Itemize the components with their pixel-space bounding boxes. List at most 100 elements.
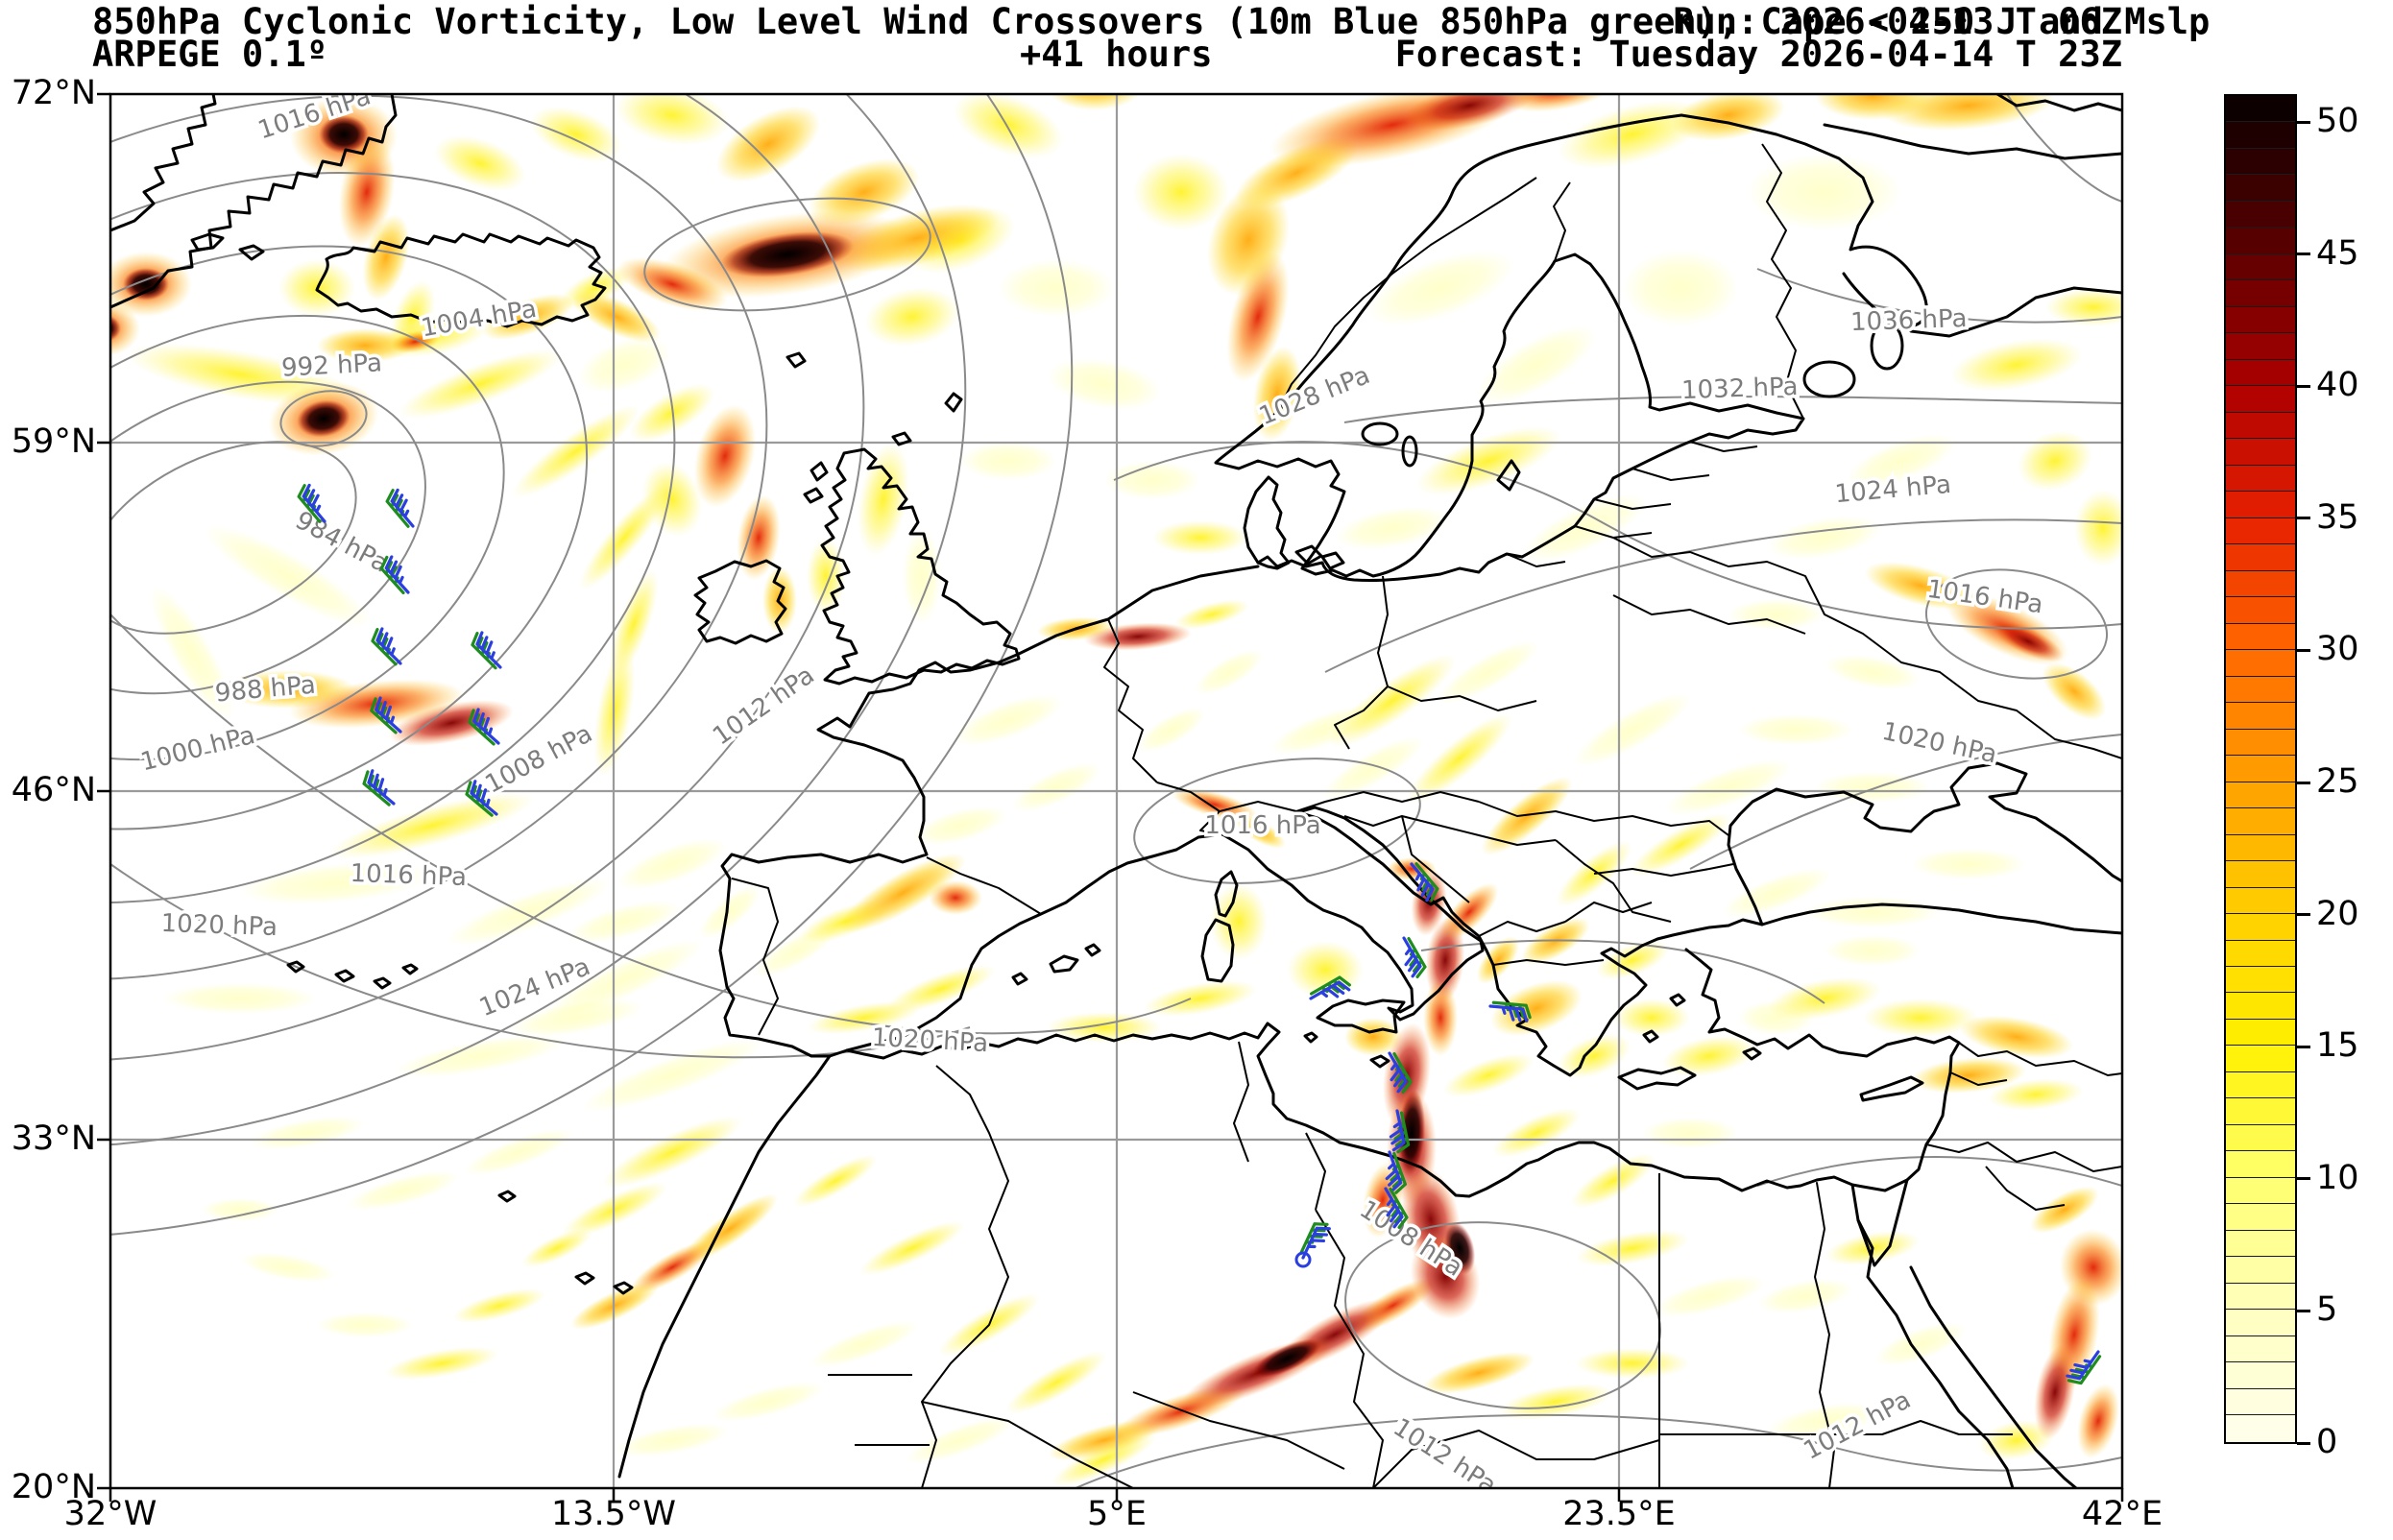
- colorbar-tick-label: 50: [2316, 102, 2359, 140]
- mslp-contour-label: 1020 hPa: [1879, 717, 1999, 770]
- vorticity-blob: [317, 328, 413, 363]
- vorticity-blob: [1415, 425, 1561, 496]
- vorticity-blob: [464, 1128, 573, 1176]
- vorticity-blob: [110, 315, 121, 342]
- vorticity-blob: [2077, 1384, 2119, 1458]
- vorticity-blob: [389, 700, 514, 746]
- vorticity-blob: [123, 268, 169, 301]
- vorticity-blob: [240, 862, 432, 904]
- vorticity-blob: [1664, 758, 1793, 816]
- vorticity-blob: [641, 462, 703, 537]
- vorticity-blob: [512, 404, 641, 498]
- vorticity-blob: [1143, 980, 1258, 1017]
- vorticity-blob: [1438, 639, 1539, 705]
- colorbar-tick-label: 25: [2316, 762, 2359, 801]
- colorbar-segment: [2226, 201, 2295, 229]
- vorticity-blob: [250, 1116, 365, 1150]
- vorticity-blob: [1911, 849, 2026, 879]
- vorticity-blob: [1226, 251, 1290, 383]
- wind-barb-pair: [1410, 862, 1439, 902]
- vorticity-blob: [929, 880, 982, 915]
- colorbar-segment: [2226, 729, 2295, 757]
- vorticity-blob: [578, 336, 670, 394]
- model-label: ARPEGE 0.1º: [92, 34, 328, 75]
- vorticity-blob: [1498, 1384, 1613, 1420]
- wind-barb-pair: [1299, 1222, 1331, 1260]
- colorbar-segment: [2226, 993, 2295, 1020]
- vorticity-blob: [807, 538, 845, 614]
- colorbar-tick-label: 10: [2316, 1158, 2359, 1197]
- vorticity-blob: [390, 330, 440, 353]
- vorticity-blob: [1557, 1033, 1632, 1079]
- wind-barb-pair: [370, 696, 402, 734]
- vorticity-blob: [1481, 777, 1573, 855]
- colorbar-segment: [2226, 122, 2295, 149]
- wind-barb-pair: [371, 627, 402, 666]
- mslp-contour-label: 992 hPa: [280, 349, 382, 382]
- colorbar-segment: [2226, 782, 2295, 809]
- colorbar-segment: [2226, 439, 2295, 466]
- vorticity-blob: [1133, 154, 1229, 230]
- colorbar-segment: [2226, 1283, 2295, 1311]
- vorticity-blob: [1738, 714, 1853, 745]
- wind-barb-pair: [2066, 1350, 2102, 1385]
- vorticity-blob: [2030, 1186, 2099, 1234]
- vorticity-blob: [1137, 707, 1206, 753]
- mslp-contour-label: 1020 hPa: [160, 909, 278, 942]
- wind-barb-pair: [1488, 1000, 1532, 1023]
- colorbar-segment: [2226, 940, 2295, 967]
- vorticity-blob: [240, 1252, 336, 1283]
- vorticity-blob: [1367, 250, 1513, 326]
- vorticity-blob: [1490, 979, 1583, 1037]
- colorbar-segment: [2226, 861, 2295, 888]
- colorbar-segment: [2226, 676, 2295, 704]
- wind-barb-pair: [468, 708, 500, 746]
- vorticity-blob: [1748, 154, 1901, 230]
- colorbar-segment: [2226, 386, 2295, 413]
- vorticity-blob: [1084, 622, 1192, 651]
- vorticity-blob: [1335, 506, 1450, 550]
- vorticity-blob: [715, 106, 821, 182]
- colorbar-tick-label: 45: [2316, 233, 2359, 273]
- vorticity-blob: [338, 136, 396, 248]
- lat-tick-label: 20°N: [11, 1468, 96, 1506]
- lon-tick-label: 5°E: [1087, 1495, 1147, 1533]
- vorticity-blob: [720, 231, 855, 277]
- colorbar-segment: [2226, 412, 2295, 440]
- vorticity-blob: [1613, 999, 1690, 1037]
- vorticity-blob: [1988, 1078, 2084, 1111]
- colorbar-segment: [2226, 148, 2295, 176]
- mslp-contour-label: 1032 hPa: [1681, 373, 1799, 405]
- vorticity-blob: [1949, 338, 2084, 392]
- colorbar-segment: [2226, 570, 2295, 598]
- lon-tick-label: 13.5°W: [550, 1495, 677, 1533]
- wind-barb-pair: [1402, 936, 1427, 978]
- colorbar-segment: [2226, 914, 2295, 941]
- colorbar-tick: [2297, 384, 2310, 388]
- colorbar-segment: [2226, 228, 2295, 254]
- colorbar-segment: [2226, 623, 2295, 651]
- vorticity-blob: [712, 1382, 825, 1422]
- vorticity-blob: [839, 853, 966, 933]
- colorbar-tick-label: 15: [2316, 1026, 2359, 1066]
- colorbar-tick: [2297, 120, 2310, 124]
- colorbar: [2224, 94, 2297, 1444]
- vorticity-blob: [1328, 654, 1457, 748]
- forecast-label: Forecast: Tuesday 2026-04-14 T 23Z: [1394, 34, 2122, 75]
- lon-tick-label: 42°E: [2081, 1495, 2163, 1533]
- lon-tick-label: 23.5°E: [1562, 1495, 1676, 1533]
- vorticity-blob: [1993, 620, 2064, 662]
- vorticity-blob: [163, 983, 317, 1014]
- vorticity-blob: [1767, 1403, 1882, 1439]
- vorticity-blob: [1661, 1035, 1757, 1077]
- vorticity-blob: [1575, 1348, 1690, 1379]
- mslp-contour-label: 1020 hPa: [871, 1023, 989, 1058]
- vorticity-blob: [1815, 94, 1930, 120]
- vorticity-blob: [615, 1423, 730, 1457]
- vorticity-blob: [1805, 897, 1940, 927]
- coastlines: [110, 94, 2122, 1488]
- vorticity-blob: [530, 106, 622, 163]
- colorbar-tick-label: 30: [2316, 630, 2359, 669]
- colorbar-segment: [2226, 1204, 2295, 1231]
